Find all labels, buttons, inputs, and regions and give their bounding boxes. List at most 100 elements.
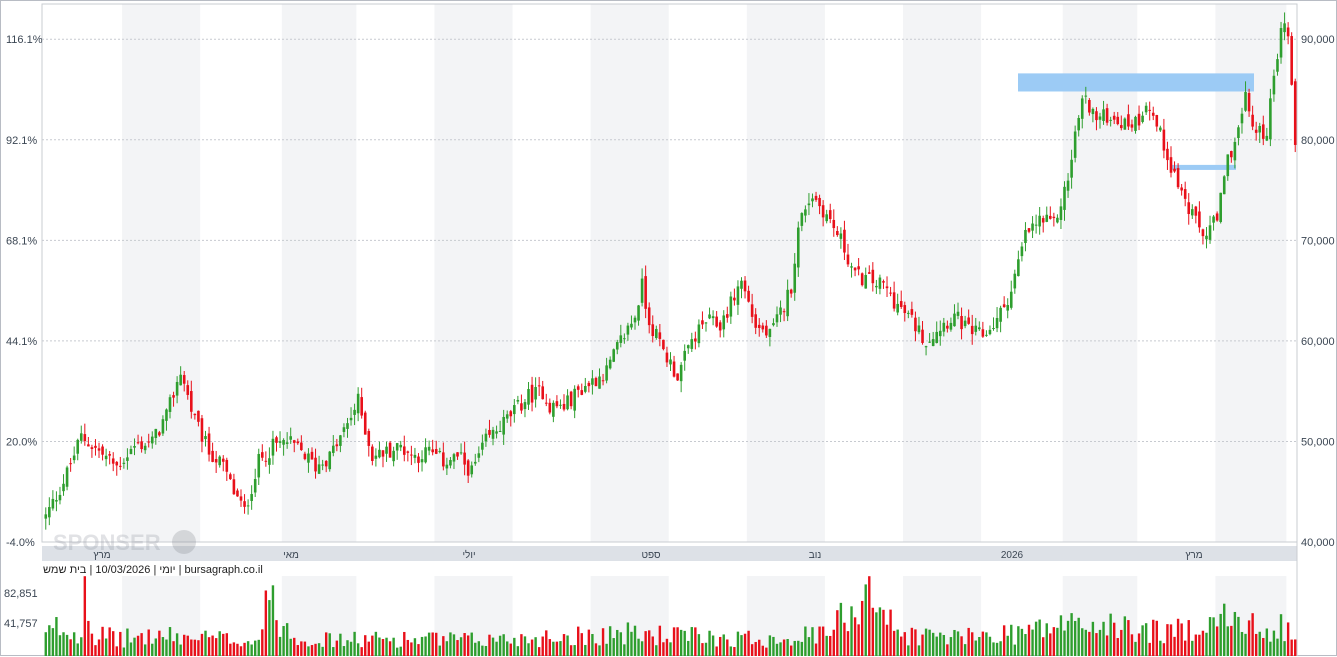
candle-body [1105, 108, 1109, 123]
candle-body [899, 301, 903, 307]
candle-body [953, 313, 956, 327]
candle-body [658, 332, 662, 339]
volume-bar [882, 609, 885, 656]
volume-bar [424, 636, 427, 656]
volume-bar [711, 635, 715, 656]
volume-bar [165, 639, 168, 656]
candle-body [967, 317, 970, 324]
candle-body [431, 449, 434, 453]
volume-bar [914, 629, 917, 656]
volume-bar [722, 634, 725, 656]
candle-body [761, 325, 765, 330]
volume-bar [555, 641, 559, 656]
volume-bar [889, 609, 892, 656]
volume-bar [1223, 603, 1226, 656]
candle-body [871, 269, 875, 284]
candle-body [626, 325, 630, 335]
price-tick-label: 40,000 [1301, 537, 1335, 549]
volume-bar [985, 632, 988, 656]
volume-bar [658, 625, 662, 656]
volume-bar [1240, 631, 1244, 656]
volume-bar [740, 635, 743, 656]
volume-bar [97, 639, 101, 656]
candle-body [562, 403, 566, 410]
candle-body [637, 305, 640, 321]
volume-bar [821, 626, 825, 656]
candle-body [946, 325, 949, 329]
candle-body [484, 433, 488, 442]
candle-body [534, 387, 537, 400]
volume-bar [1187, 620, 1190, 656]
candle-body [1056, 217, 1059, 223]
volume-bar [999, 641, 1002, 656]
volume-bar [119, 631, 122, 656]
volume-bar [1152, 619, 1155, 656]
volume-bar [140, 633, 143, 656]
volume-bar [1265, 628, 1269, 656]
candle-body [303, 453, 307, 460]
volume-bar [285, 623, 289, 656]
volume-bar [587, 629, 591, 656]
candle-body [676, 373, 679, 381]
candle-body [1173, 168, 1176, 172]
volume-bar [246, 641, 250, 656]
candle-body [527, 389, 530, 405]
volume-bar [1038, 619, 1041, 656]
candle-body [94, 445, 97, 448]
candle-body [612, 349, 616, 362]
volume-bar [459, 637, 463, 656]
volume-bar [974, 640, 977, 656]
candle-body [147, 441, 151, 443]
volume-bar [523, 636, 527, 656]
volume-bar [520, 634, 523, 656]
volume-bar [651, 636, 654, 656]
candle-body [119, 465, 122, 467]
volume-bar [1024, 634, 1027, 656]
candle-body [896, 303, 899, 313]
candle-body [1077, 117, 1081, 131]
candle-body [488, 429, 491, 435]
candle-body [633, 317, 637, 323]
volume-bar [1031, 629, 1034, 656]
candle-body [392, 450, 395, 462]
candle-body [1261, 124, 1265, 139]
candle-body [385, 446, 388, 454]
percent-tick-label: 44.1% [6, 336, 37, 348]
candle-body [1290, 36, 1293, 85]
volume-bar [800, 641, 804, 656]
volume-bar [1095, 633, 1098, 656]
candle-body [587, 382, 591, 387]
candle-body [708, 314, 711, 319]
volume-bar [1073, 620, 1077, 656]
candle-body [331, 445, 335, 453]
candle-body [992, 328, 995, 330]
volume-bar [1219, 613, 1222, 656]
candle-body [65, 467, 69, 487]
volume-bar [694, 627, 697, 656]
candle-body [346, 423, 349, 429]
volume-bar [151, 643, 154, 656]
candle-body [168, 397, 172, 412]
volume-bar [1102, 621, 1105, 656]
candle-body [1130, 124, 1134, 128]
volume-bar [917, 645, 921, 656]
candle-body [1169, 157, 1173, 173]
volume-bar [846, 631, 850, 656]
volume-bar [108, 627, 111, 656]
volume-bar [616, 629, 619, 656]
candle-body [1151, 112, 1155, 116]
volume-bar [655, 645, 658, 656]
candle-body [537, 385, 541, 387]
volume-bar [193, 639, 197, 656]
volume-bar [264, 590, 268, 656]
candle-body [406, 451, 410, 453]
volume-bar [328, 633, 331, 656]
volume-bar [80, 637, 83, 656]
candle-body [1038, 215, 1041, 227]
candle-body [825, 214, 828, 222]
volume-bar [672, 627, 676, 656]
volume-bar [1233, 611, 1237, 656]
volume-bar [44, 632, 47, 656]
candle-body [260, 452, 264, 458]
candle-body [324, 460, 328, 467]
